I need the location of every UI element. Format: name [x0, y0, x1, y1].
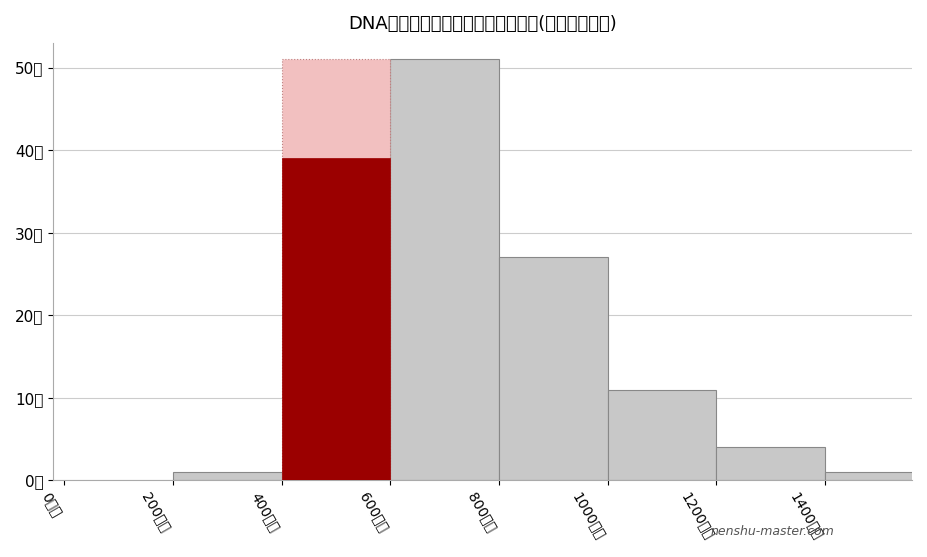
- Bar: [499, 257, 607, 480]
- Bar: [717, 447, 825, 480]
- Bar: [282, 60, 390, 480]
- Bar: [607, 389, 717, 480]
- Bar: [825, 472, 927, 480]
- Bar: [390, 60, 499, 480]
- Bar: [172, 472, 282, 480]
- Text: nenshu-master.com: nenshu-master.com: [711, 525, 834, 538]
- Bar: [282, 158, 390, 480]
- Title: DNAチップ研究所の年収ポジション(精密機械業内): DNAチップ研究所の年収ポジション(精密機械業内): [349, 15, 617, 33]
